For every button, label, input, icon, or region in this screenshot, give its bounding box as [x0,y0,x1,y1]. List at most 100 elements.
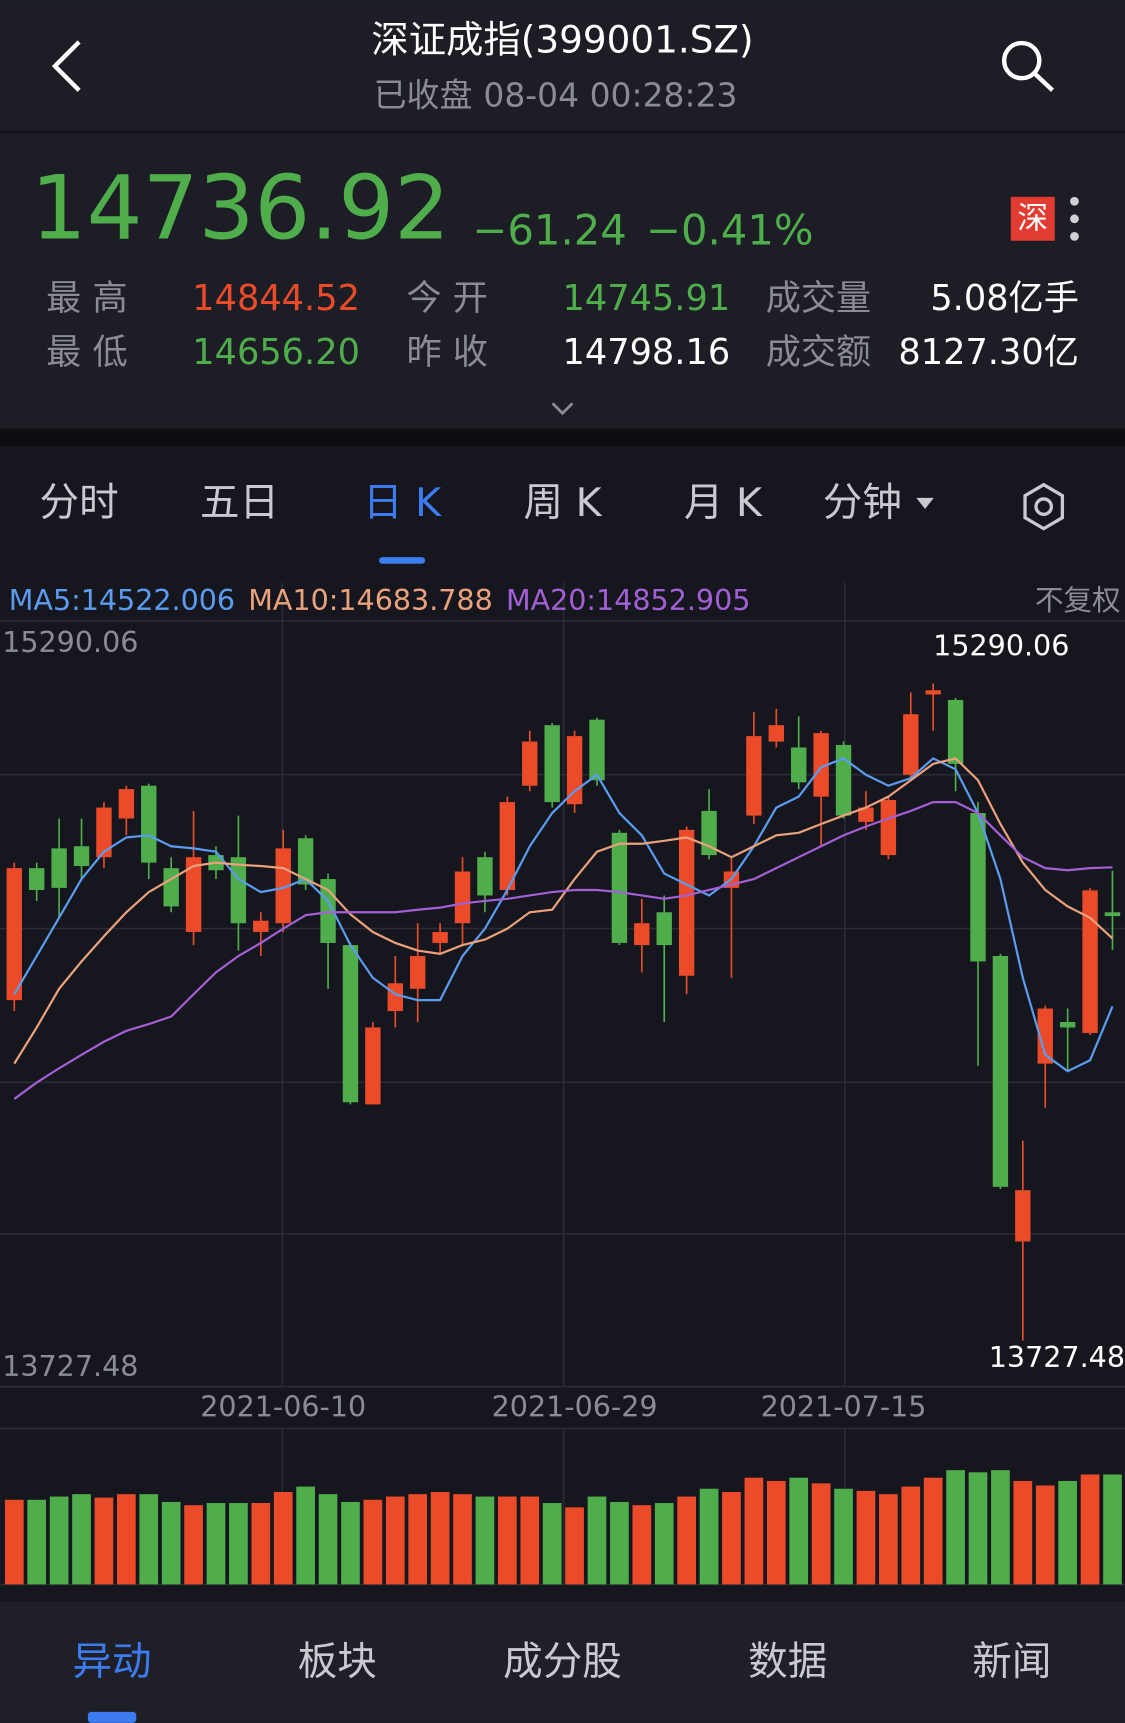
x-tick-label: 2021-06-10 [200,1390,366,1424]
candle-body [1037,1008,1053,1064]
candle-body [903,714,919,775]
volume-bar [856,1490,876,1585]
legend-entry: MA5:14522.006 [9,583,235,617]
candle-body [230,857,247,924]
tab[interactable]: 周 K [523,480,602,526]
tab[interactable]: 五日 [200,480,279,526]
volume-bar [587,1496,607,1585]
volume-bar [565,1507,584,1585]
candle-body [566,736,583,805]
volume-bar [318,1494,338,1585]
status: 已收盘 [374,75,473,114]
change: −61.24 [472,206,626,255]
volume-bar [520,1496,540,1585]
ma-line [13,757,1114,1073]
candle-body [522,741,538,786]
candle-body [992,955,1009,1187]
volume-bar [699,1488,719,1585]
chart-bg [0,446,1125,1602]
tab[interactable]: 分时 [40,480,119,526]
candle-body [791,747,807,783]
volume-bar [632,1505,652,1585]
volume-bar [654,1503,674,1585]
volume-bar [251,1503,271,1585]
volume-bar [1080,1474,1100,1585]
settings-button[interactable] [1023,482,1065,531]
candle-body [29,868,45,890]
exchange-badge: 深 [1017,200,1048,236]
expand-button[interactable] [551,402,574,416]
volume-bar [610,1501,629,1585]
separator [0,428,1125,447]
candle-body [970,813,986,962]
stat-label: 最 低 [46,332,127,373]
volume-bar [879,1494,898,1585]
extreme-label: 15290.06 [933,628,1069,662]
candle-body [365,1027,381,1105]
volume-bar [72,1494,91,1585]
volume-bar [229,1503,248,1585]
stat-value: 5.08亿手 [930,278,1079,319]
volume-bar [1058,1480,1077,1585]
stat-value: 14745.91 [563,278,731,319]
candle-body [858,807,874,822]
candle-body [835,744,852,816]
candle-body [1059,1022,1076,1028]
volume-bar [94,1497,114,1585]
adjust-label[interactable]: 不复权 [1035,583,1121,617]
volume-bar [901,1486,921,1585]
volume-bar [206,1503,226,1585]
nav-item[interactable]: 成分股 [503,1639,622,1685]
search-button[interactable] [1001,40,1054,92]
candle-body [656,912,672,946]
candle-body [880,800,897,856]
change-pct: −0.41% [646,206,814,255]
nav-item[interactable]: 新闻 [972,1639,1051,1685]
candle-body [947,699,964,764]
more-button[interactable] [1070,196,1079,241]
volume-bar [744,1477,764,1585]
volume-bar [811,1483,831,1585]
stat-label: 今 开 [406,278,487,319]
nav-item-active[interactable]: 异动 [73,1639,152,1685]
candle-body [96,807,112,858]
tab[interactable]: 月 K [684,480,763,526]
price: 14736.92 [31,156,450,259]
legend-entry: MA20:14852.905 [506,583,750,617]
nav-bg [0,1601,1125,1723]
stat-label: 成交额 [766,332,871,373]
candle-body [1104,912,1121,917]
volume-bar [946,1470,965,1585]
stat-value: 14656.20 [192,332,360,373]
volume-bar [789,1477,809,1585]
candle-body [342,945,359,1103]
candle-body [1082,890,1098,1033]
nav-indicator [87,1711,137,1723]
stat-label: 成交量 [766,278,871,319]
y-tick-label: 15290.06 [2,625,138,659]
volume-bar [27,1499,47,1585]
candle-body [544,725,560,803]
candle-body [589,719,605,781]
volume-bar [722,1491,741,1585]
badge [1010,196,1055,241]
candle-body [163,868,179,907]
dropdown-icon [916,497,934,509]
volume-bar [453,1494,472,1585]
tab-active[interactable]: 日 K [363,480,442,526]
nav-item[interactable]: 数据 [748,1639,827,1685]
header-bg [0,0,1125,429]
time: 08-04 00:28:23 [483,75,737,114]
candle-body [253,920,269,933]
candle-body [118,789,135,819]
tab[interactable]: 分钟 [823,480,902,526]
candle-body [813,733,829,797]
x-tick-label: 2021-07-15 [761,1390,927,1424]
candle-body [678,829,695,976]
back-button[interactable] [51,40,81,92]
volume-bar [968,1472,988,1585]
stat-value: 14844.52 [192,278,360,319]
nav-item[interactable]: 板块 [298,1639,377,1685]
candle-body [51,848,67,888]
